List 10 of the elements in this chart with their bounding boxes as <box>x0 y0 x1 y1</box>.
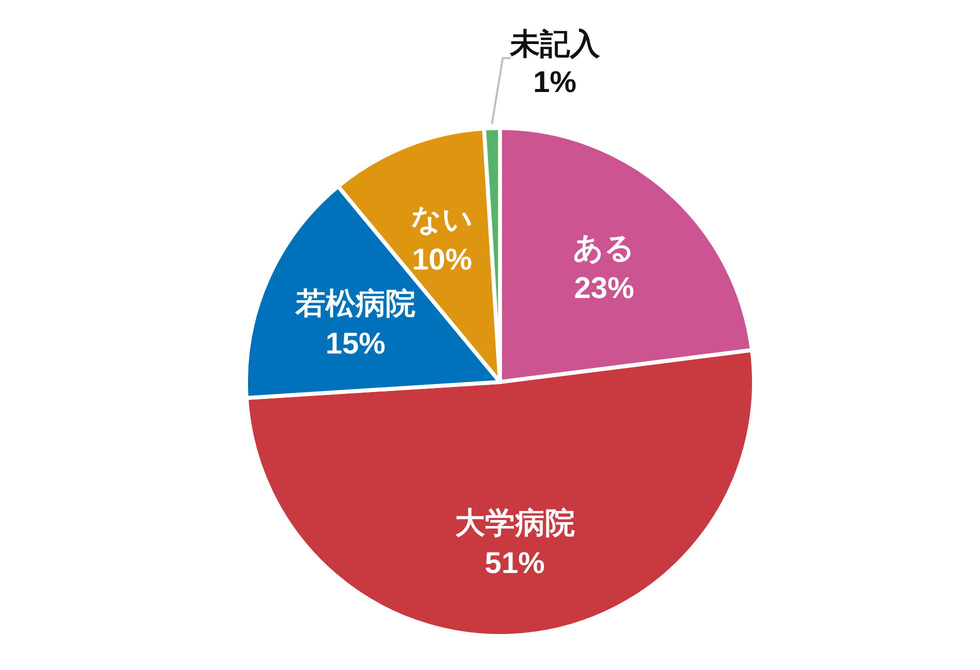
slice-label: ある <box>573 232 636 265</box>
slice-label: 大学病院 <box>454 506 575 540</box>
slice-label: 若松病院 <box>294 287 416 320</box>
slice-label: 未記入 <box>508 28 601 62</box>
data-label: 1% <box>533 66 576 100</box>
data-label: 51% <box>484 546 545 580</box>
data-label: 15% <box>325 327 386 360</box>
slice-label: ない <box>411 204 474 237</box>
data-label: 23% <box>574 272 634 305</box>
data-label: 10% <box>412 244 472 277</box>
